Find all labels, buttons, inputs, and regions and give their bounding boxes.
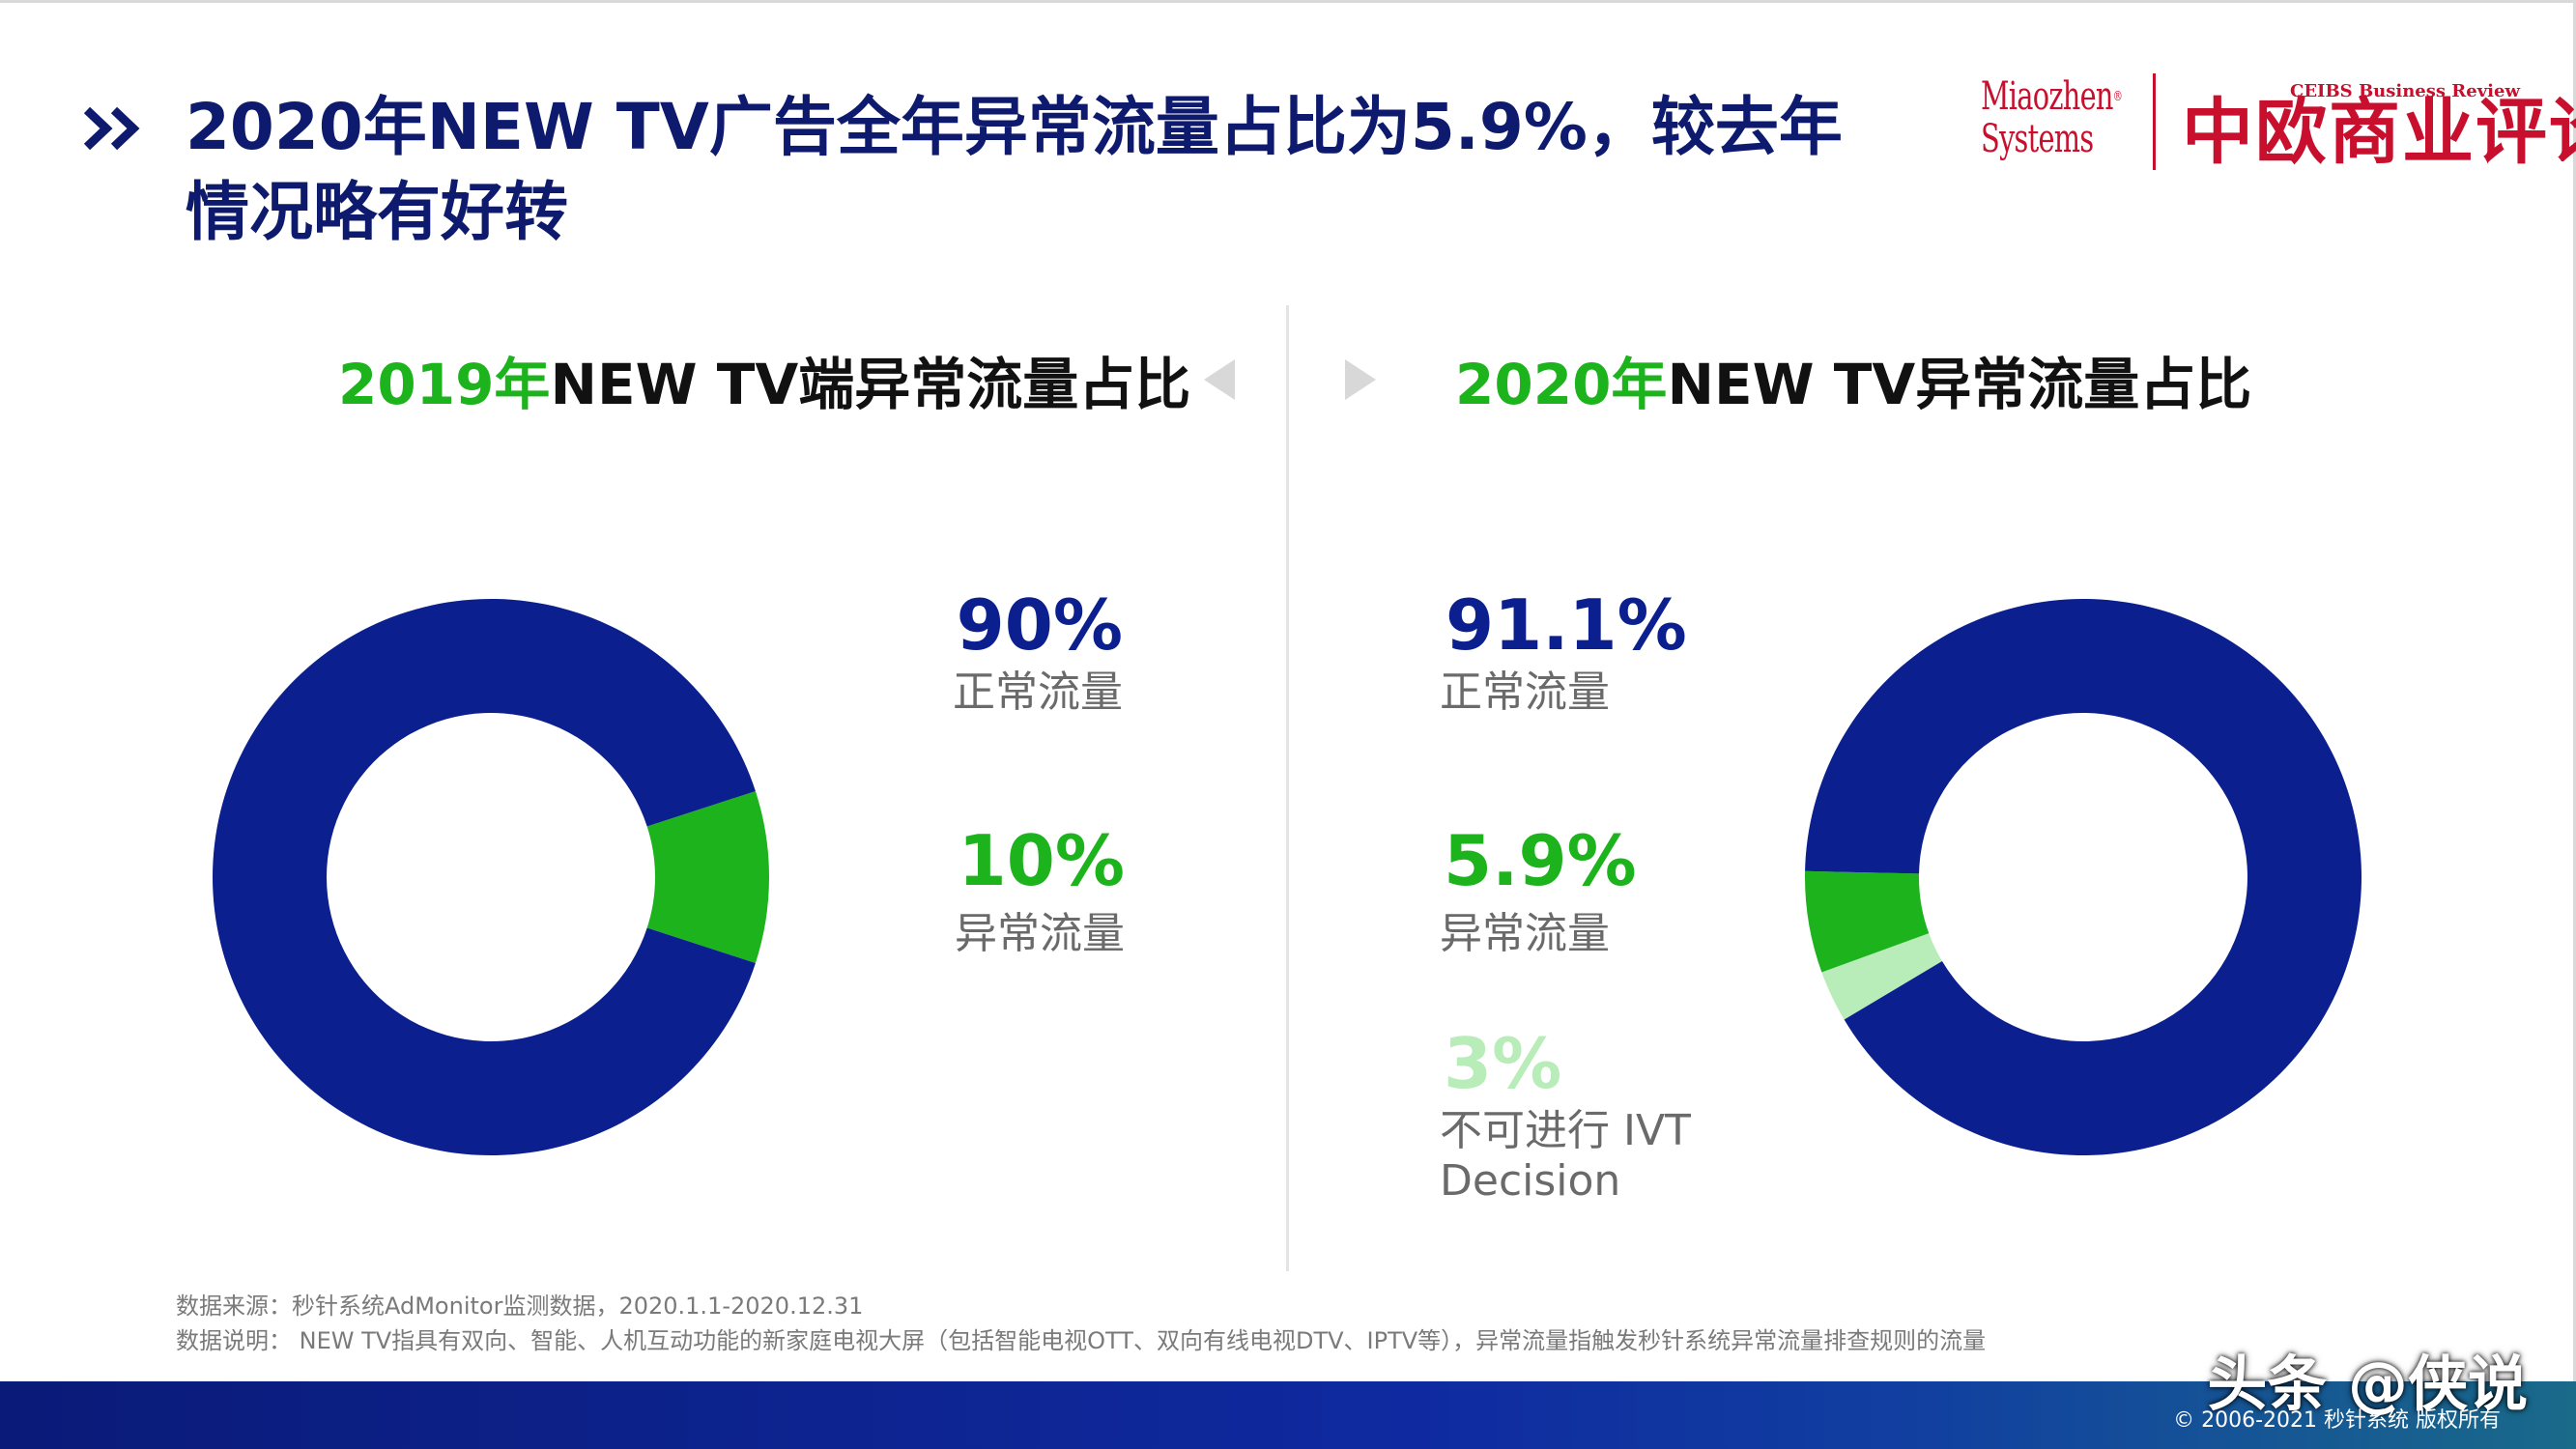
copyright-text: © 2006-2021 秒针系统 版权所有 (2173, 1408, 2501, 1433)
data-explanation-note: 数据说明： NEW TV指具有双向、智能、人机互动功能的新家庭电视大屏（包括智能… (176, 1327, 1987, 1354)
bottom-band (0, 1381, 2576, 1449)
chart-2019-title-rest: NEW TV端异常流量占比 (550, 352, 1191, 417)
legend-2020-undecided-label-line2: Decision (1440, 1156, 1621, 1206)
donut-2020-slice-1 (1805, 870, 1930, 973)
donut-2020-slice-0 (1805, 599, 2361, 1155)
legend-2020-abnormal-value: 5.9% (1444, 820, 1637, 901)
miaozhen-logo-line1: Miaozhen (1981, 74, 2113, 119)
chart-2019-title-year: 2019年 (338, 352, 551, 417)
donut-2020-slice-2 (1821, 933, 1942, 1020)
ceibs-logo-english: CEIBS Business Review (2290, 81, 2520, 101)
page-title-line1: 2020年NEW TV广告全年异常流量占比为5.9%，较去年 (186, 90, 1843, 164)
legend-2019-abnormal-label: 异常流量 (955, 909, 1125, 958)
ceibs-logo-chinese: 中欧商业评论 (2182, 91, 2576, 174)
legend-2020-normal-value: 91.1% (1445, 584, 1687, 666)
page-title: 2020年NEW TV广告全年异常流量占比为5.9%，较去年 情况略有好转 (186, 85, 1847, 255)
donut-2019-slice-0 (213, 599, 756, 1155)
triangle-right-icon (1345, 359, 1376, 400)
triangle-left-icon (1204, 359, 1235, 400)
legend-2020-normal-label: 正常流量 (1440, 668, 1610, 717)
slide-top-border (0, 0, 2576, 3)
chart-2020-title-year: 2020年 (1455, 352, 1668, 417)
page-title-line2: 情况略有好转 (186, 175, 568, 249)
donut-2019-slice-1 (646, 791, 769, 963)
panel-divider (1286, 305, 1289, 1271)
legend-2019-normal-label: 正常流量 (953, 668, 1123, 717)
data-source-note: 数据来源：秒针系统AdMonitor监测数据，2020.1.1-2020.12.… (176, 1293, 864, 1320)
miaozhen-logo: Miaozhen® Systems (1981, 75, 2123, 161)
legend-2020-undecided-label-line1: 不可进行 IVT (1440, 1106, 1691, 1155)
legend-2019-abnormal-value: 10% (958, 820, 1125, 901)
watermark: 头条 @侠说 (2207, 1349, 2528, 1419)
legend-2020-undecided-value: 3% (1444, 1023, 1562, 1104)
chart-2020-title-rest: NEW TV异常流量占比 (1667, 352, 2252, 417)
donut-chart-2020 (1805, 599, 2361, 1155)
chart-2020-title: 2020年NEW TV异常流量占比 (1455, 346, 2251, 423)
slide-right-border (2573, 0, 2576, 1381)
double-chevron-icon (83, 106, 140, 151)
chart-2019-title: 2019年NEW TV端异常流量占比 (338, 346, 1190, 423)
logo-divider (2153, 73, 2156, 170)
legend-2020-abnormal-label: 异常流量 (1440, 909, 1610, 958)
miaozhen-logo-reg: ® (2112, 89, 2123, 104)
miaozhen-logo-line2: Systems (1981, 117, 2094, 161)
donut-chart-2019 (213, 599, 769, 1155)
legend-2019-normal-value: 90% (956, 584, 1123, 666)
